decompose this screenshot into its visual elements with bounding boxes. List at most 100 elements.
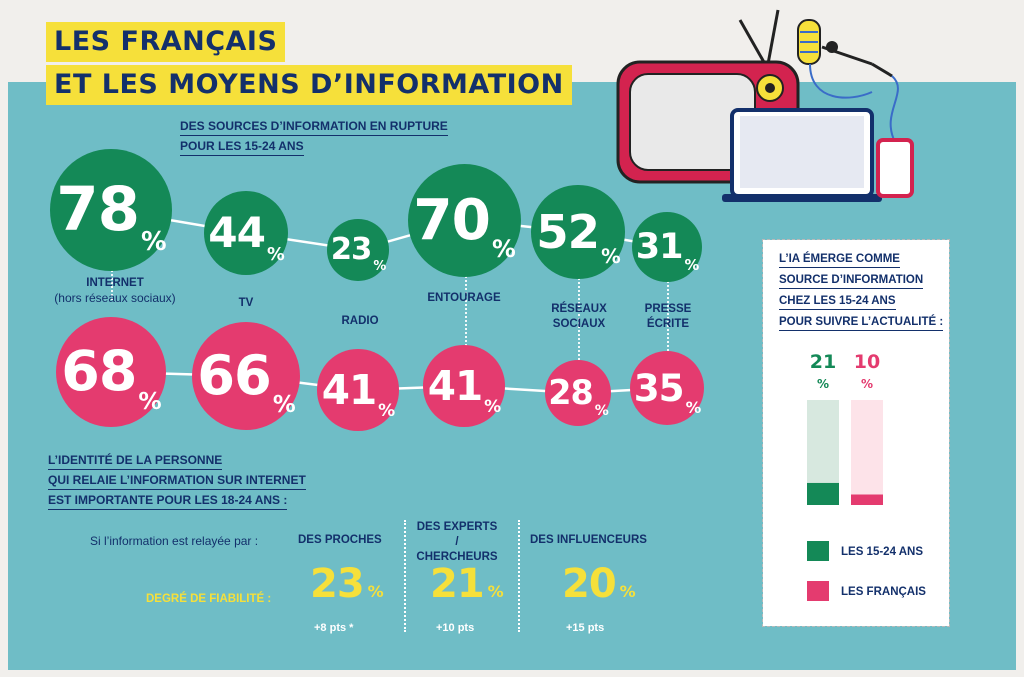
series-0-value-5: 31 [635,226,684,268]
connector-presse [667,262,669,362]
connector-internet [111,250,113,300]
connector-reseaux [578,258,580,376]
reliability-delta-influenceurs: +15 pts [566,622,605,634]
identity-title-line2: QUI RELAIE L’INFORMATION SUR INTERNET [48,472,306,490]
microphone-icon [797,19,899,143]
identity-title-line1: L’IDENTITÉ DE LA PERSONNE [48,452,223,470]
page-title-line1: LES FRANÇAIS [46,22,286,62]
reliability-value-influenceurs: 20% [562,561,636,607]
series-1-circle-4: 28% [544,359,612,427]
series-1-pct-1: % [272,391,296,418]
ai-title-line2: SOURCE D’INFORMATION [779,272,924,289]
category-label-presse: PRESSE ÉCRITE [637,302,699,332]
ai-bar-chart: 21% 10% [807,351,883,505]
category-label-internet: INTERNET (hors réseaux sociaux) [40,276,190,307]
series-1-value-4: 28 [548,373,593,413]
sources-title-line1: DES SOURCES D’INFORMATION EN RUPTURE [180,118,448,136]
category-reseaux-sub: SOCIAUX [552,318,606,330]
series-0-pct-5: % [684,256,700,274]
series-0-circle-5: 31% [631,211,703,283]
series-1-value-3: 41 [427,361,483,410]
identity-title-line3: EST IMPORTANTE POUR LES 18-24 ANS : [48,492,288,510]
column-separator-2 [518,520,520,632]
connector-entourage [465,252,467,362]
ai-bar-value-1: 10 [854,351,880,373]
series-0-pct-2: % [373,258,386,274]
page-title-line2: ET LES MOYENS D’INFORMATION [46,65,572,105]
relayed-by-label: Si l’information est relayée par : [90,534,259,548]
series-1-value-1: 66 [197,344,272,408]
category-label-tv: TV [238,297,254,309]
series-0-value-4: 52 [536,204,600,259]
legend-label-15-24: LES 15-24 ANS [841,546,924,558]
category-label-reseaux: RÉSEAUX SOCIAUX [543,302,615,332]
series-0-value-2: 23 [330,232,373,268]
column-separator-1 [404,520,406,632]
reliability-delta-experts: +10 pts [436,622,475,634]
legend-swatch-15-24 [807,541,829,561]
series-0-value-0: 78 [56,174,140,246]
series-0-circle-1: 44% [203,190,289,276]
series-0-pct-1: % [266,245,285,266]
legend-label-francais: LES FRANÇAIS [841,586,926,598]
ai-title-line4: POUR SUIVRE L’ACTUALITÉ : [779,314,944,331]
reliability-value-proches-pct: % [367,582,384,601]
series-1-circle-1: 66% [191,321,301,431]
series-1-value-2: 41 [321,365,377,414]
series-0-value-1: 44 [208,208,266,258]
ai-bar-0 [807,482,839,505]
reliability-value-influenceurs-number: 20 [562,561,617,607]
reliability-value-experts-number: 21 [430,561,485,607]
legend-swatch-francais [807,581,829,601]
series-0-pct-0: % [141,226,167,257]
media-illustration [616,9,914,202]
series-0-circle-0: 78% [50,149,172,271]
series-0-pct-4: % [601,244,621,268]
ai-box-title: L’IA ÉMERGE COMME SOURCE D’INFORMATION C… [779,250,944,334]
series-1-circle-0: 68% [55,316,167,428]
series-1-pct-2: % [378,401,395,422]
category-reseaux-main: RÉSEAUX [551,303,607,315]
reliability-value-experts: 21% [430,561,504,607]
ai-bar-unit-0: % [817,377,829,391]
series-1-pct-3: % [484,397,501,418]
sources-section-title: DES SOURCES D’INFORMATION EN RUPTURE POU… [180,118,448,158]
ai-bar-value-0: 21 [810,351,836,373]
identity-section-title: L’IDENTITÉ DE LA PERSONNE QUI RELAIE L’I… [48,452,306,512]
category-presse-main: PRESSE [644,303,692,315]
tv-icon [616,9,800,184]
series-0-circle-3: 70% [407,163,521,277]
category-label-radio: RADIO [341,315,379,327]
series-0-circle-4: 52% [531,185,625,279]
ai-title-line3: CHEZ LES 15-24 ANS [779,293,896,310]
reliability-value-proches-number: 23 [310,561,365,607]
reliability-label: DEGRÉ DE FIABILITÉ : [146,593,272,605]
ai-bar-unit-1: % [861,377,873,391]
category-internet-sub: (hors réseaux sociaux) [54,291,176,305]
relayer-header-proches: DES PROCHES [298,534,382,546]
series-1-pct-5: % [685,397,702,417]
series-0-pct-3: % [491,235,516,264]
reliability-delta-proches: +8 pts * [314,622,354,634]
series-1-pct-4: % [594,402,609,419]
series-1-value-5: 35 [633,366,685,410]
category-internet-main: INTERNET [86,277,144,289]
reliability-value-proches: 23% [310,561,384,607]
series-1-circle-5: 35% [629,350,705,426]
relayer-header-influenceurs: DES INFLUENCEURS [530,534,647,546]
series-1-pct-0: % [138,387,161,415]
reliability-value-influenceurs-pct: % [619,582,636,601]
relayer-header-experts-line2: CHERCHEURS [416,551,498,563]
series-1-circle-2: 41% [317,349,399,431]
series-0-value-3: 70 [413,187,491,253]
relayer-header-experts-line1: DES EXPERTS / [416,521,498,548]
category-presse-sub: ÉCRITE [646,318,690,330]
reliability-value-experts-pct: % [487,582,504,601]
relayer-header-experts: DES EXPERTS / CHERCHEURS [414,520,500,565]
sources-title-line2: POUR LES 15-24 ANS [180,138,304,156]
phone-icon [876,138,914,198]
series-1-value-0: 68 [61,339,137,404]
ai-bar-1 [851,494,883,505]
series-1-circle-3: 41% [423,345,505,427]
category-label-entourage: ENTOURAGE [427,292,501,304]
